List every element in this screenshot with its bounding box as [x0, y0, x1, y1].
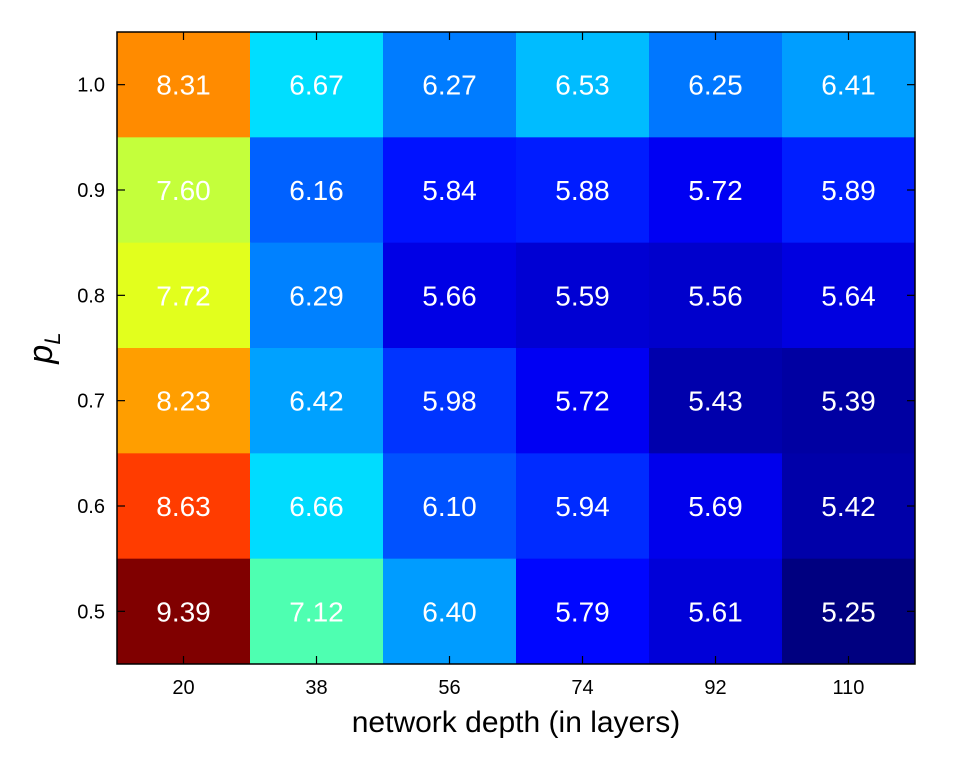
cell-value-label: 5.84 — [422, 175, 477, 206]
heatmap-cell — [649, 137, 783, 244]
heatmap-cell — [649, 32, 783, 138]
cell-value-label: 5.79 — [555, 596, 610, 627]
heatmap-cell — [250, 32, 384, 138]
cell-value-label: 6.42 — [289, 386, 344, 417]
cell-value-label: 5.94 — [555, 491, 610, 522]
cell-value-label: 5.98 — [422, 386, 477, 417]
cell-value-label: 6.16 — [289, 175, 344, 206]
cell-value-label: 6.10 — [422, 491, 477, 522]
heatmap-cell — [782, 348, 916, 454]
y-tick-label: 0.6 — [77, 496, 105, 518]
cell-value-label: 6.40 — [422, 596, 477, 627]
heatmap-cell — [250, 137, 384, 244]
cell-value-label: 5.72 — [555, 386, 610, 417]
heatmap-cell — [117, 242, 251, 349]
heatmap-cell — [383, 453, 517, 560]
heatmap-cell — [250, 558, 384, 665]
heatmap-cell — [383, 558, 517, 665]
y-tick-label: 0.9 — [77, 180, 105, 202]
cell-value-label: 8.23 — [156, 386, 211, 417]
heatmap-cell — [516, 348, 650, 454]
heatmap-cell — [782, 242, 916, 349]
heatmap-cell — [383, 242, 517, 349]
heatmap-cell — [782, 558, 916, 665]
cell-value-label: 6.41 — [821, 70, 876, 101]
cell-value-label: 5.59 — [555, 280, 610, 311]
heatmap-cell — [516, 453, 650, 560]
heatmap-cell — [250, 242, 384, 349]
cell-value-label: 5.43 — [688, 386, 743, 417]
x-tick-label: 20 — [172, 677, 194, 699]
heatmap-cell — [117, 32, 251, 138]
heatmap-cell-labels: 8.31 6.67 6.27 6.53 6.25 6.41 7.60 6.16 5.84 5.88… — [156, 70, 876, 628]
x-tick-label: 92 — [704, 677, 726, 699]
heatmap-cell — [383, 348, 517, 454]
heatmap-cell — [649, 453, 783, 560]
heatmap-cell — [383, 32, 517, 138]
heatmap-cell — [649, 242, 783, 349]
cell-value-label: 5.72 — [688, 175, 743, 206]
heatmap-cell — [516, 242, 650, 349]
cell-value-label: 5.88 — [555, 175, 610, 206]
y-axis-title: pL — [22, 332, 65, 364]
cell-value-label: 8.31 — [156, 70, 211, 101]
cell-value-label: 9.39 — [156, 596, 211, 627]
heatmap-cell — [117, 558, 251, 665]
axis-ticks — [117, 32, 915, 664]
cell-value-label: 5.64 — [821, 280, 876, 311]
heatmap-cell — [516, 137, 650, 244]
cell-value-label: 5.61 — [688, 596, 743, 627]
cell-value-label: 8.63 — [156, 491, 211, 522]
cell-value-label: 7.60 — [156, 175, 211, 206]
heatmap-cell — [117, 348, 251, 454]
cell-value-label: 6.53 — [555, 70, 610, 101]
y-tick-label: 0.8 — [77, 285, 105, 307]
y-tick-label: 1.0 — [77, 75, 105, 97]
heatmap-cell — [117, 137, 251, 244]
plot-frame — [116, 31, 916, 665]
heatmap-cell — [383, 137, 517, 244]
x-tick-label: 38 — [305, 677, 327, 699]
x-tick-label: 74 — [571, 677, 593, 699]
x-tick-label: 110 — [833, 677, 865, 699]
y-tick-label: 0.7 — [77, 391, 105, 413]
cell-value-label: 5.25 — [821, 596, 876, 627]
cell-value-label: 6.29 — [289, 280, 344, 311]
cell-value-label: 6.66 — [289, 491, 344, 522]
x-axis-tick-labels: 20 38 56 74 92 110 — [172, 677, 864, 699]
heatmap-cell — [516, 32, 650, 138]
cell-value-label: 5.69 — [688, 491, 743, 522]
heatmap-cell — [250, 453, 384, 560]
heatmap-cell — [649, 348, 783, 454]
cell-value-label: 5.89 — [821, 175, 876, 206]
heatmap-cell — [649, 558, 783, 665]
cell-value-label: 5.66 — [422, 280, 477, 311]
cell-value-label: 5.39 — [821, 386, 876, 417]
heatmap-cell — [250, 348, 384, 454]
heatmap-cell — [117, 453, 251, 560]
heatmap-cells — [117, 32, 916, 665]
cell-value-label: 7.12 — [289, 596, 344, 627]
x-tick-label: 56 — [438, 677, 460, 699]
y-tick-label: 0.5 — [77, 601, 105, 623]
y-axis-title-main: p — [22, 345, 60, 365]
x-axis-title: network depth (in layers) — [352, 706, 680, 739]
cell-value-label: 7.72 — [156, 280, 211, 311]
cell-value-label: 5.42 — [821, 491, 876, 522]
cell-value-label: 6.27 — [422, 70, 477, 101]
cell-value-label: 6.67 — [289, 70, 344, 101]
y-axis-tick-labels: 1.0 0.9 0.8 0.7 0.6 0.5 — [77, 75, 105, 624]
heatmap-cell — [782, 32, 916, 138]
cell-value-label: 5.56 — [688, 280, 743, 311]
cell-value-label: 6.25 — [688, 70, 743, 101]
heatmap-cell — [516, 558, 650, 665]
heatmap-cell — [782, 453, 916, 560]
y-axis-title-subscript: L — [40, 332, 65, 344]
heatmap-cell — [782, 137, 916, 244]
